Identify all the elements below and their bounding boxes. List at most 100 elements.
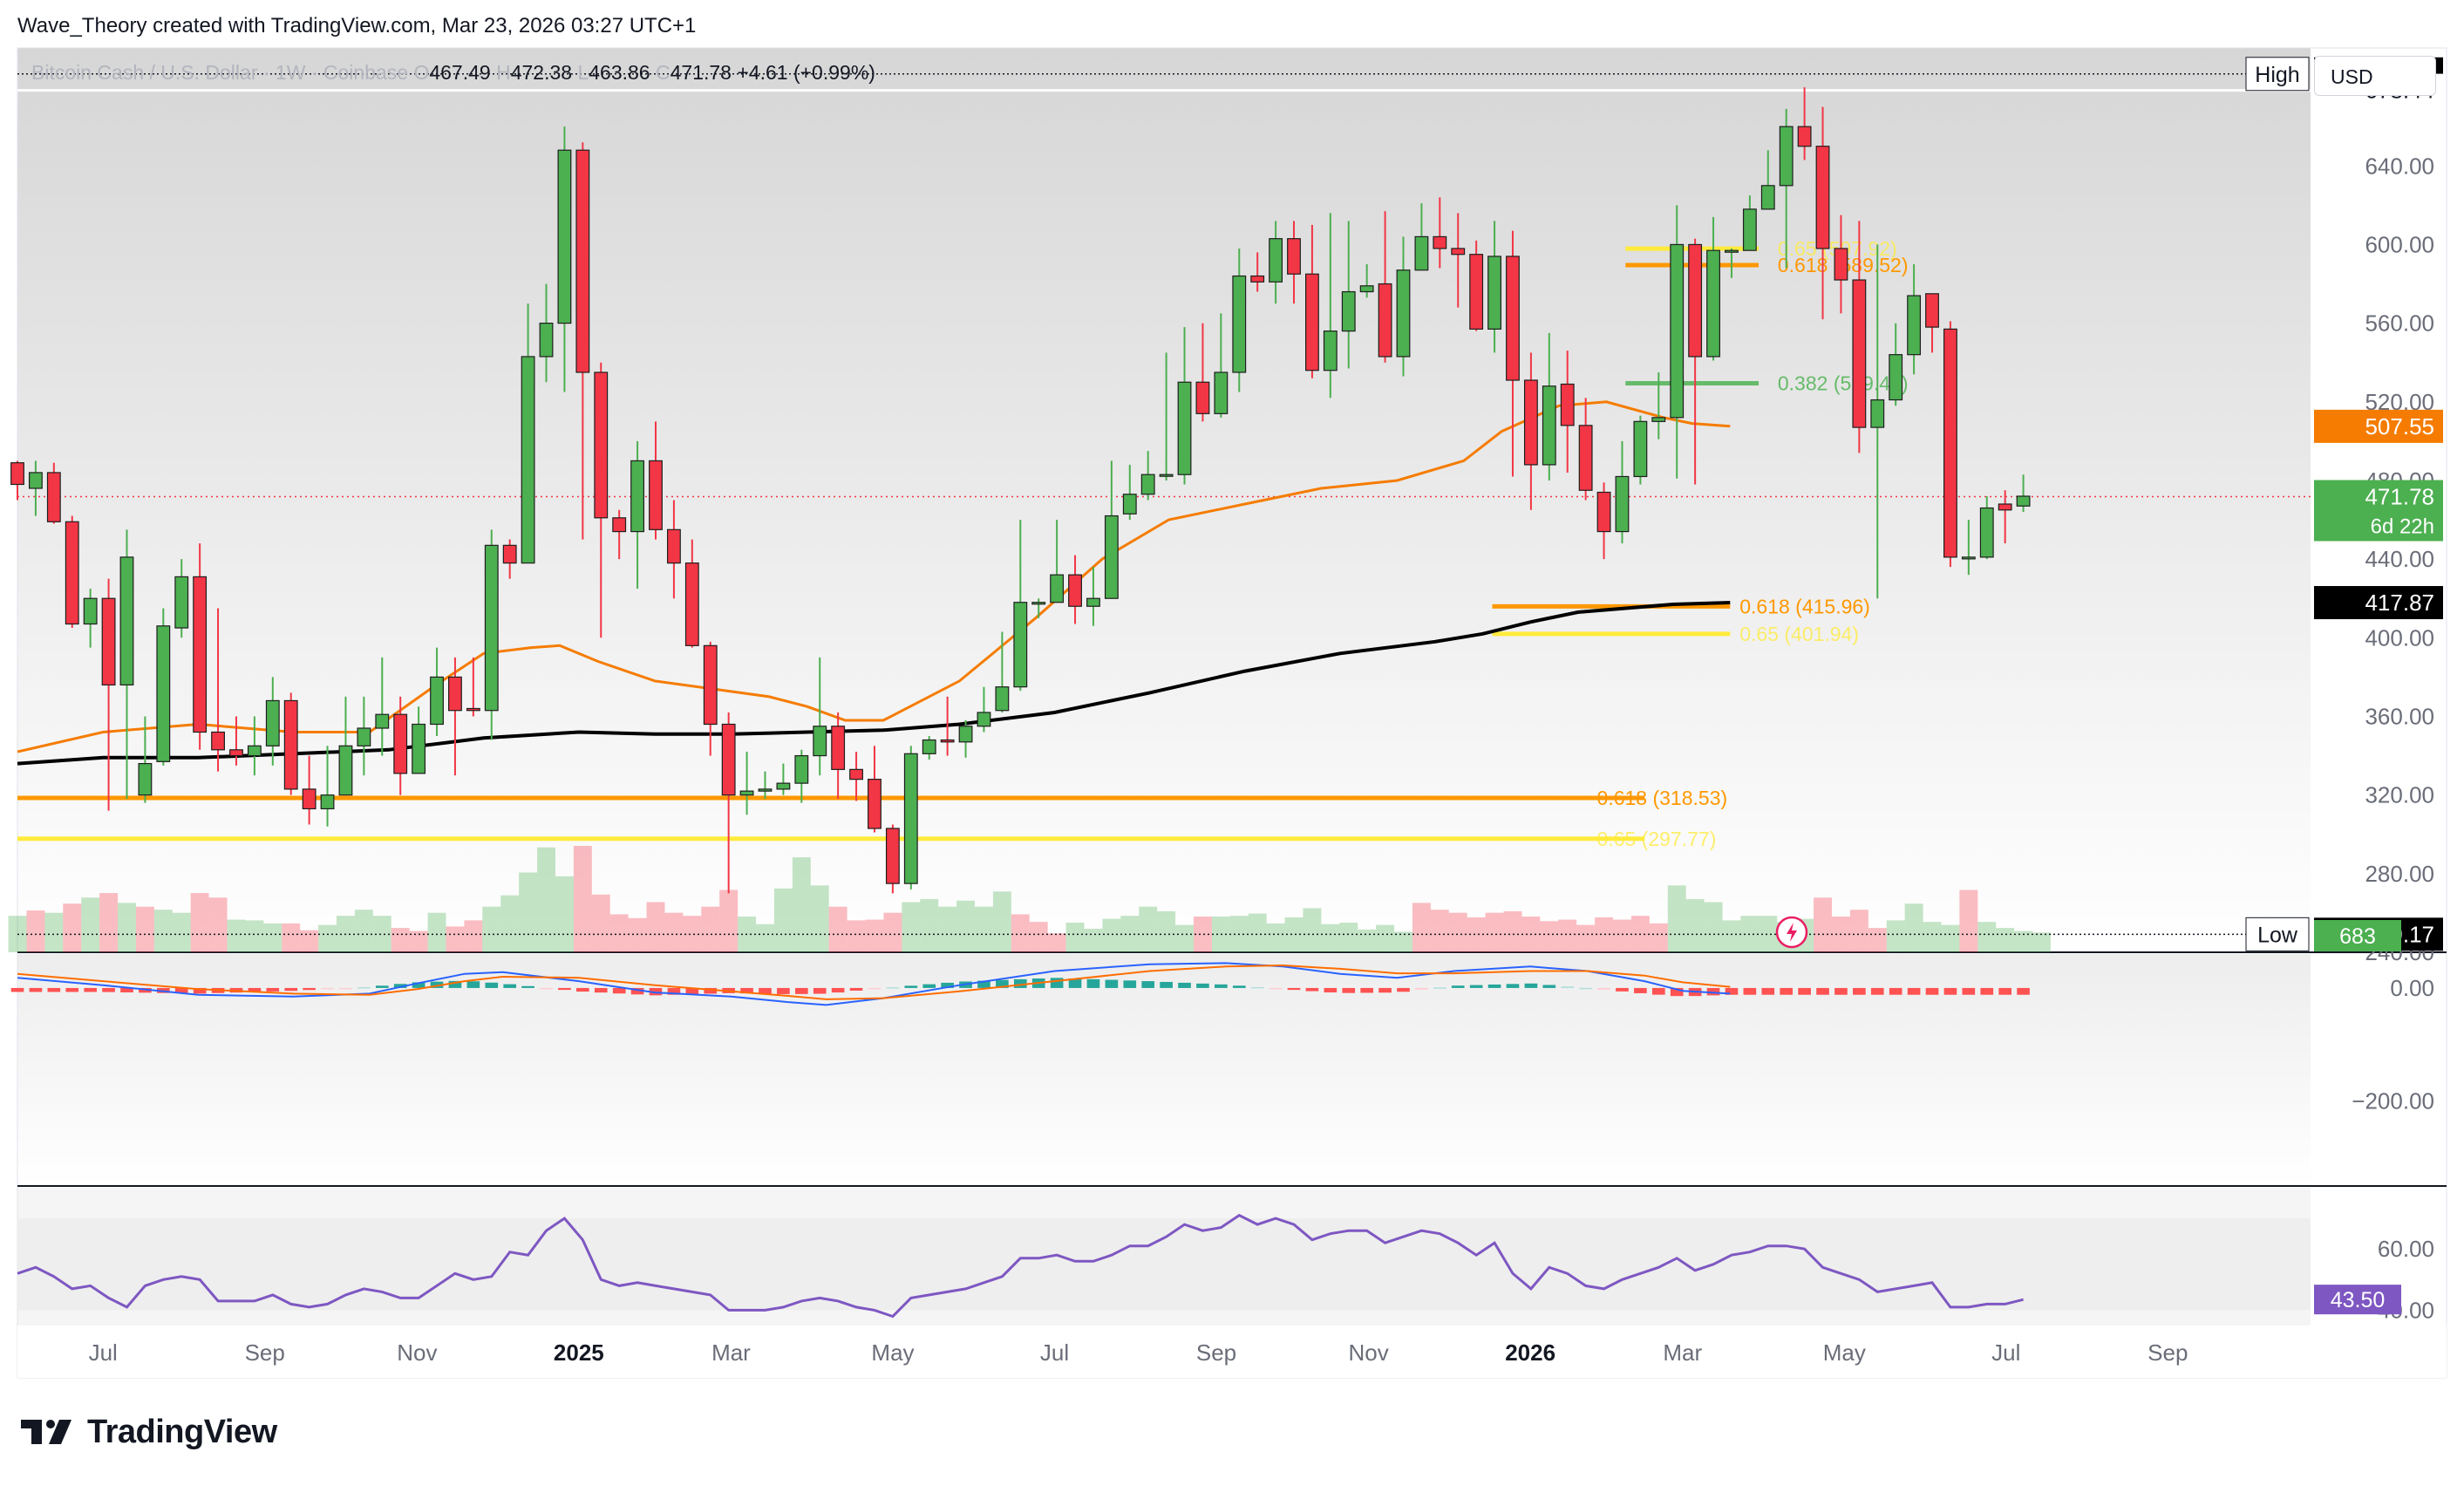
tradingview-brand[interactable]: TradingView	[19, 1413, 277, 1451]
candle	[1943, 321, 1957, 568]
time-axis-tick: Sep	[245, 1339, 285, 1366]
volume-bar	[1814, 897, 1832, 952]
candle	[1596, 482, 1611, 560]
candle	[46, 462, 61, 524]
macd-histogram-bar	[139, 987, 152, 993]
volume-bar	[1485, 912, 1504, 952]
macd-histogram-bar	[174, 987, 188, 994]
symbol-title[interactable]: Bitcoin Cash / U.S. Dollar · 1W · Coinba…	[31, 61, 409, 84]
volume-bar	[1266, 923, 1285, 952]
volume-bar	[865, 919, 884, 952]
candle	[1159, 352, 1174, 481]
time-axis-tick: Nov	[1349, 1339, 1389, 1366]
volume-tag	[2314, 920, 2401, 951]
macd-histogram-bar	[685, 987, 699, 995]
candle-body	[521, 356, 535, 564]
candle	[1414, 203, 1429, 271]
macd-histogram-bar	[1962, 987, 1976, 995]
candle	[466, 657, 480, 717]
price-axis-tick: 640.00	[2365, 153, 2434, 179]
candle	[448, 657, 462, 776]
macd-histogram-bar	[831, 987, 845, 993]
macd-histogram-bar	[1086, 978, 1100, 988]
candle	[1305, 224, 1319, 378]
candle	[1979, 495, 1994, 560]
candle-body	[794, 754, 809, 784]
candle-body	[193, 576, 208, 733]
volume-bar	[372, 916, 391, 952]
volume-bar	[773, 888, 793, 952]
candle-body	[1050, 574, 1065, 603]
volume-bar	[1047, 933, 1066, 952]
macd-histogram-bar	[1506, 984, 1520, 988]
candle	[412, 706, 426, 774]
macd-histogram-bar	[1433, 987, 1446, 989]
candle-body	[466, 707, 480, 712]
candle	[1961, 520, 1976, 576]
volume-bar	[1175, 924, 1194, 952]
macd-histogram-bar	[667, 987, 681, 995]
candle	[1104, 460, 1119, 599]
candle-body	[539, 323, 554, 358]
candle	[1359, 263, 1374, 298]
price-axis-tick: 400.00	[2365, 624, 2434, 651]
macd-histogram-bar	[868, 987, 881, 990]
candle-body	[338, 745, 353, 796]
candle-body	[65, 521, 79, 625]
macd-histogram-bar	[339, 987, 352, 990]
candle	[1396, 236, 1411, 377]
macd-histogram-bar	[412, 982, 425, 988]
macd-histogram-bar	[1542, 985, 1556, 988]
time-axis-tick: Nov	[397, 1339, 437, 1366]
candle	[1797, 87, 1812, 160]
macd-histogram-bar	[84, 987, 97, 992]
volume-bar	[902, 902, 921, 952]
volume-bar	[172, 912, 191, 952]
lightning-glyph	[1787, 923, 1797, 942]
macd-histogram-bar	[795, 987, 808, 994]
macd-histogram-bar	[248, 987, 262, 992]
volume-bar	[1886, 920, 1905, 952]
volume-bar	[282, 923, 301, 952]
volume-bar	[537, 847, 555, 952]
volume-bar	[118, 903, 136, 952]
candle-body	[174, 576, 189, 629]
volume-bar	[719, 890, 739, 952]
candle-body	[1889, 354, 1903, 401]
candle	[1506, 230, 1520, 477]
candle	[484, 529, 499, 740]
volume-bar	[664, 912, 684, 952]
macd-histogram-bar	[357, 986, 371, 989]
price-axis-tick: 560.00	[2365, 310, 2434, 337]
candle	[1907, 263, 1922, 375]
volume-bar	[1923, 922, 1942, 952]
candle-body	[393, 713, 408, 774]
currency-button[interactable]: USD	[2314, 56, 2436, 96]
macd-histogram-bar	[704, 987, 718, 994]
candle	[229, 716, 243, 766]
close-value: 471.78	[670, 61, 732, 84]
candle-body	[1341, 290, 1356, 332]
macd-histogram-bar	[1725, 987, 1739, 995]
candle	[630, 440, 645, 589]
macd-histogram-bar	[1597, 987, 1610, 990]
candle	[977, 686, 991, 733]
candle-body	[739, 790, 754, 796]
volume-bar	[1849, 910, 1868, 952]
candle-body	[1031, 602, 1046, 605]
candle	[1578, 398, 1593, 501]
candle-body	[211, 731, 225, 751]
volume-bar	[883, 912, 902, 952]
volume-bar	[99, 893, 119, 952]
macd-histogram-bar	[1050, 978, 1064, 988]
candle	[922, 736, 936, 760]
candle	[1725, 248, 1739, 278]
candle	[10, 460, 24, 501]
candle	[1068, 555, 1082, 624]
macd-histogram-bar	[1378, 987, 1392, 993]
candle-body	[575, 149, 590, 373]
candle-body	[1159, 474, 1174, 477]
macd-histogram-bar	[740, 987, 753, 994]
volume-bar	[1996, 928, 2015, 952]
